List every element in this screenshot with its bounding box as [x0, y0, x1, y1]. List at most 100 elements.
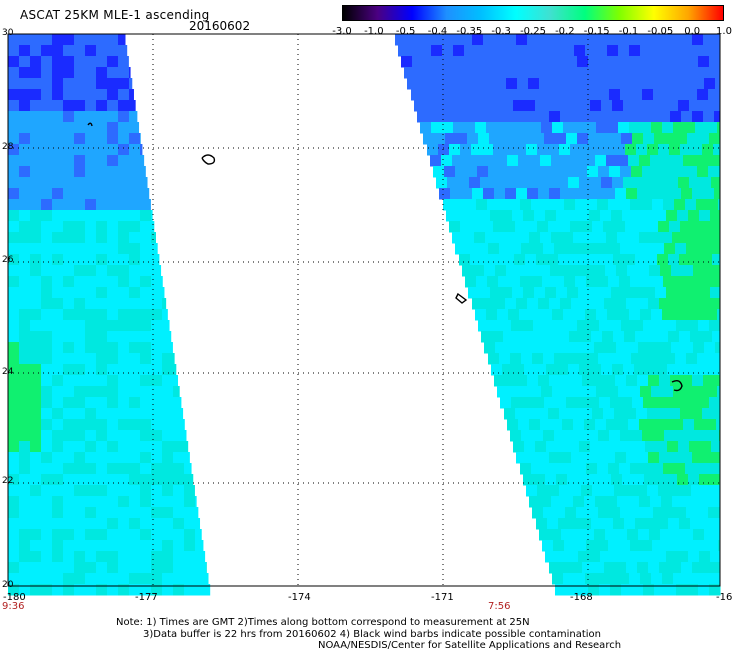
swath-cell — [510, 166, 522, 178]
swath-cell — [517, 78, 529, 90]
swath-cell — [576, 430, 588, 442]
swath-cell — [670, 298, 682, 310]
swath-cell — [30, 452, 42, 464]
swath-cell — [548, 221, 560, 233]
swath-cell — [63, 210, 75, 222]
swath-cell — [118, 34, 126, 46]
swath-cell — [30, 496, 42, 508]
swath-cell — [547, 254, 559, 266]
swath-cell — [619, 276, 631, 288]
swath-cell — [633, 474, 645, 486]
swath-cell — [716, 232, 721, 244]
swath-cell — [473, 78, 485, 90]
swath-cell — [670, 562, 682, 574]
swath-left — [8, 34, 211, 596]
swath-cell — [555, 320, 567, 332]
swath-cell — [420, 45, 432, 57]
swath-cell — [531, 276, 543, 288]
swath-cell — [602, 254, 614, 266]
swath-cell — [140, 452, 152, 464]
swath-cell — [498, 199, 510, 211]
swath-cell — [63, 562, 75, 574]
swath-cell — [570, 408, 582, 420]
swath-cell — [474, 232, 486, 244]
swath-cell — [530, 309, 542, 321]
swath-cell — [566, 133, 578, 145]
swath-cell — [587, 89, 599, 101]
swath-cell — [689, 441, 701, 453]
swath-cell — [582, 298, 594, 310]
swath-cell — [63, 375, 75, 387]
swath-cell — [453, 122, 465, 134]
swath-cell — [553, 276, 565, 288]
swath-cell — [445, 56, 457, 68]
swath-cell — [615, 562, 627, 574]
swath-cell — [687, 584, 699, 596]
swath-cell — [707, 540, 719, 552]
swath-cell — [528, 78, 540, 90]
swath-cell — [584, 155, 596, 167]
swath-cell — [497, 386, 509, 398]
swath-cell — [645, 364, 657, 376]
swath-cell — [52, 34, 64, 46]
swath-cell — [655, 551, 667, 563]
swath-cell — [654, 397, 666, 409]
swath-cell — [710, 210, 721, 222]
swath-cell — [409, 45, 421, 57]
swath-cell — [444, 89, 456, 101]
swath-cell — [503, 254, 515, 266]
swath-cell — [19, 507, 31, 519]
swath-cell — [637, 188, 649, 200]
swath-cell — [573, 232, 585, 244]
swath-cell — [541, 309, 553, 321]
swath-cell — [687, 56, 699, 68]
swath-cell — [41, 452, 53, 464]
swath-cell — [8, 496, 20, 508]
swath-cell — [450, 34, 462, 46]
swath-cell — [8, 551, 20, 563]
swath-cell — [140, 243, 152, 255]
swath-cell — [96, 199, 108, 211]
swath-cell — [140, 463, 152, 475]
swath-cell — [677, 210, 689, 222]
swath-cell — [656, 364, 668, 376]
swath-cell — [118, 122, 130, 134]
swath-cell — [638, 78, 650, 90]
swath-cell — [696, 276, 708, 288]
swath-cell — [118, 210, 130, 222]
swath-cell — [714, 452, 721, 464]
swath-cell — [522, 133, 534, 145]
swath-cell — [483, 111, 495, 123]
swath-cell — [587, 243, 599, 255]
swath-cell — [74, 232, 86, 244]
swath-cell — [118, 78, 130, 90]
swath-cell — [655, 210, 667, 222]
swath-cell — [63, 177, 75, 189]
swath-cell — [96, 133, 108, 145]
swath-cell — [639, 155, 651, 167]
swath-cell — [516, 34, 528, 46]
swath-cell — [653, 430, 665, 442]
swath-cell — [622, 551, 634, 563]
swath-cell — [521, 243, 533, 255]
swath-cell — [129, 155, 141, 167]
swath-cell — [632, 320, 644, 332]
swath-cell — [579, 100, 591, 112]
swath-cell — [536, 518, 548, 530]
swath-cell — [151, 441, 163, 453]
swath-cell — [63, 111, 75, 123]
swath-cell — [592, 408, 604, 420]
swath-cell — [63, 144, 75, 156]
swath-cell — [184, 474, 194, 486]
swath-cell — [681, 298, 693, 310]
swath-cell — [8, 474, 20, 486]
swath-cell — [129, 320, 141, 332]
swath-cell — [533, 133, 545, 145]
swath-cell — [140, 133, 141, 145]
swath-cell — [598, 507, 610, 519]
swath-cell — [699, 210, 711, 222]
swath-cell — [494, 375, 506, 387]
swath-cell — [694, 419, 706, 431]
lat-label: 26 — [2, 255, 14, 265]
swath-cell — [19, 342, 31, 354]
